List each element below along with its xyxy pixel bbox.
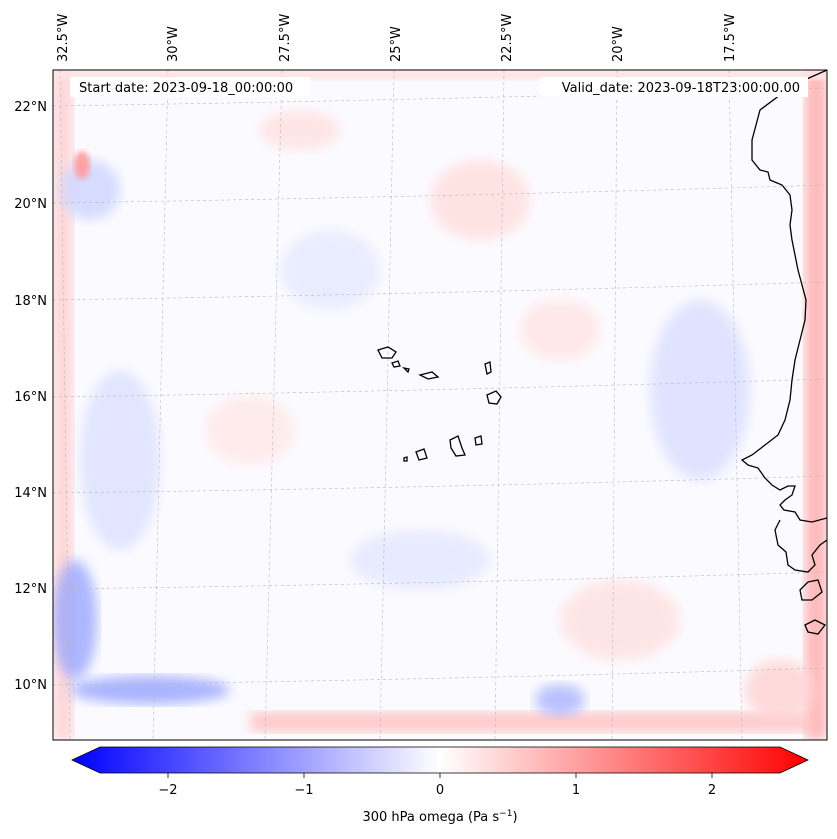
island-sao-vicente [391,360,401,368]
lat-label: 18°N [14,294,47,309]
lon-label: 25°W [389,26,404,62]
island-sal [484,361,492,375]
parallel-line [53,571,827,590]
colorbar: −2 −1 0 1 2 300 hPa omega (Pa s−1) [71,746,809,825]
lat-label: 12°N [14,582,47,597]
parallel-line [53,475,827,494]
meridian-line [59,70,71,740]
start-date-text: Start date: 2023-09-18_00:00:00 [79,81,293,96]
colorbar-label-main: 300 hPa omega (Pa s [362,810,499,825]
island-santiago [449,435,466,457]
south-boundary-strip [250,712,810,732]
omega-negative-patch [650,300,750,480]
map-panel [52,69,828,741]
north-boundary-strip [53,70,827,80]
omega-positive-patch [520,300,600,360]
lon-label: 30°W [166,26,181,62]
omega-positive-patch [430,160,530,240]
map-frame [52,69,828,741]
meridian-line [494,70,505,740]
colorbar-tick-label: −2 [158,783,177,798]
coastline-africa [740,70,827,523]
valid-date-box [540,77,808,97]
lon-label: 17.5°W [723,14,738,62]
meridian-line [152,70,169,740]
omega-positive-patch [74,151,90,179]
parallel-line [53,87,827,107]
east-boundary-strip [805,70,827,740]
island-brava [403,456,408,462]
omega-field [53,70,827,740]
start-date-box [70,77,310,97]
omega-positive-patch [205,395,295,465]
omega-positive-patch [560,580,680,660]
colorbar-tick-label: 0 [436,783,444,798]
coastline [377,70,827,635]
island-boa-vista [486,390,502,405]
valid-date-text: Valid_date: 2023-09-18T23:00:00.00 [562,81,800,96]
omega-negative-patch [535,684,585,716]
coastline-island-south [804,619,826,635]
omega-negative-patch [70,676,230,704]
latitude-labels: 22°N 20°N 18°N 16°N 14°N 12°N 10°N [14,100,47,693]
lat-label: 22°N [14,100,47,115]
parallel-line [53,281,827,301]
coastline-bijagos [799,579,823,601]
meridian-line [611,70,618,740]
lon-label: 27.5°W [278,14,293,62]
colorbar-bar [71,746,809,774]
colorbar-tick-label: −1 [294,783,313,798]
omega-negative-patch [280,230,380,310]
lon-label: 20°W [611,26,626,62]
colorbar-ticks: −2 −1 0 1 2 [158,773,716,798]
lat-label: 14°N [14,486,47,501]
colorbar-label-end: ) [512,810,517,825]
omega-negative-patch [350,530,490,590]
parallel-line [53,184,827,204]
lat-label: 10°N [14,678,47,693]
lon-label: 32.5°W [56,14,71,62]
omega-negative-patch [60,160,120,220]
island-santa-luzia [402,366,410,374]
omega-positive-patch [260,110,340,150]
parallel-line [53,667,827,686]
island-sao-nicolau [418,371,440,380]
lat-label: 16°N [14,390,47,405]
lat-label: 20°N [14,197,47,212]
omega-positive-patch [745,660,815,720]
meridian-line [379,70,395,740]
meridian-line [728,70,743,740]
island-santo-antao [377,346,397,359]
meridian-line [264,70,283,740]
island-maio [474,435,483,446]
gridlines [53,70,827,740]
omega-negative-patch [53,560,97,680]
colorbar-tick-label: 2 [708,783,716,798]
parallel-line [53,378,827,398]
island-fogo [415,448,428,461]
longitude-labels: 32.5°W 30°W 27.5°W 25°W 22.5°W 20°W 17.5… [56,14,738,62]
colorbar-label: 300 hPa omega (Pa s−1) [362,809,517,825]
colorbar-label-superscript: −1 [499,809,512,819]
date-header: Start date: 2023-09-18_00:00:00 Valid_da… [70,77,808,97]
lon-label: 22.5°W [500,14,515,62]
colorbar-tick-label: 1 [572,783,580,798]
coastline-guinea-bissau [774,519,827,573]
omega-negative-patch [80,370,160,550]
